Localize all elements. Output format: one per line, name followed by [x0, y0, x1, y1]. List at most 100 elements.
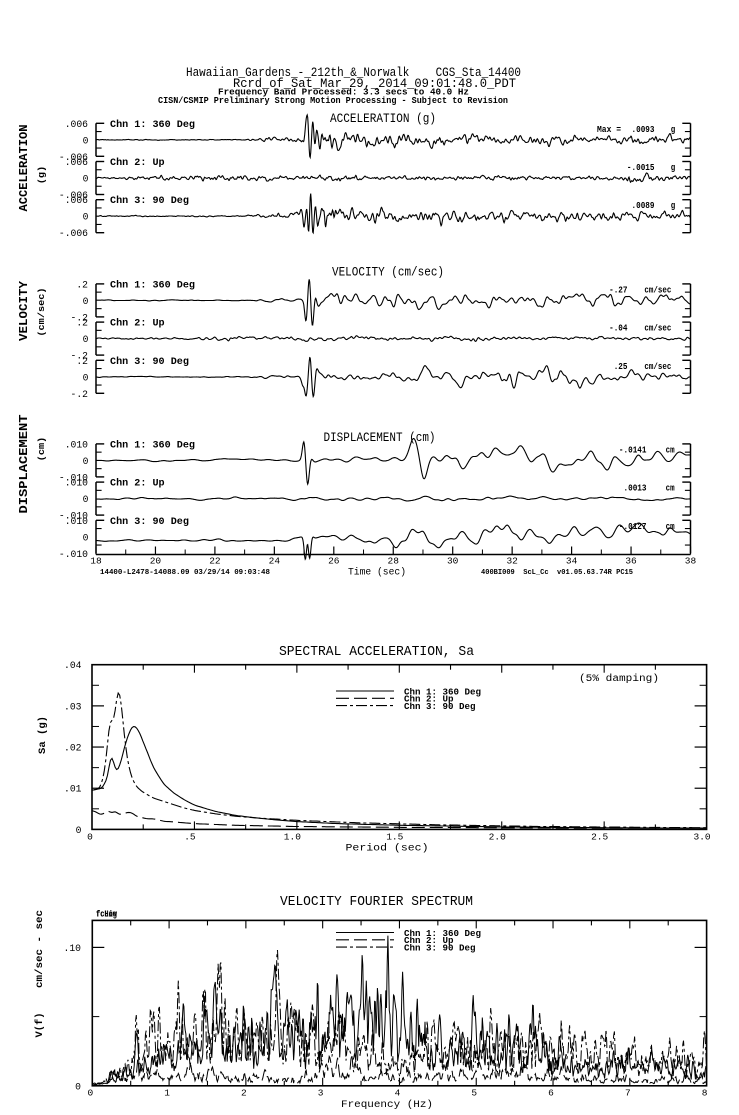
svg-text:cm/sec: cm/sec [644, 285, 671, 295]
svg-text:0: 0 [83, 296, 89, 307]
svg-text:fcHig: fcHig [96, 910, 117, 920]
svg-text:2.0: 2.0 [489, 832, 506, 843]
svg-text:0: 0 [83, 212, 89, 223]
svg-text:1: 1 [164, 1088, 170, 1099]
svg-text:Max =: Max = [597, 125, 621, 135]
svg-text:VELOCITY (cm/sec): VELOCITY (cm/sec) [332, 264, 444, 279]
svg-text:cm/sec: cm/sec [644, 324, 671, 334]
svg-text:0: 0 [87, 832, 93, 843]
svg-text:-.0127: -.0127 [619, 522, 647, 532]
svg-text:Chn 3: 90 Deg: Chn 3: 90 Deg [404, 702, 476, 712]
svg-text:Chn 1: 360 Deg: Chn 1: 360 Deg [404, 929, 481, 939]
svg-text:-.2: -.2 [71, 389, 89, 400]
svg-text:cm/sec: cm/sec [644, 362, 671, 372]
svg-text:.03: .03 [64, 701, 82, 712]
svg-text:3: 3 [318, 1088, 324, 1099]
svg-text:cm: cm [666, 445, 675, 455]
svg-text:Chn 2: Up: Chn 2: Up [110, 157, 165, 169]
svg-text:VELOCITY FOURIER SPECTRUM: VELOCITY FOURIER SPECTRUM [280, 894, 473, 910]
svg-text:.2: .2 [76, 356, 88, 367]
svg-text:Chn 1: 360 Deg: Chn 1: 360 Deg [110, 439, 195, 451]
svg-text:24: 24 [269, 556, 281, 567]
svg-text:.25: .25 [614, 362, 628, 372]
svg-text:.04: .04 [64, 660, 82, 671]
svg-text:28: 28 [388, 556, 400, 567]
svg-text:ACCELERATION (g): ACCELERATION (g) [330, 111, 436, 126]
svg-text:.006: .006 [65, 195, 88, 206]
svg-text:26: 26 [328, 556, 340, 567]
svg-text:0: 0 [83, 494, 89, 505]
svg-text:.006: .006 [65, 157, 88, 168]
svg-text:Chn 3: 90 Deg: Chn 3: 90 Deg [110, 195, 189, 207]
svg-text:(cm/sec): (cm/sec) [37, 287, 47, 336]
svg-text:34: 34 [566, 556, 578, 567]
svg-text:(cm): (cm) [37, 437, 47, 462]
svg-text:DISPLACEMENT: DISPLACEMENT [18, 414, 31, 513]
svg-text:Chn 3: 90 Deg: Chn 3: 90 Deg [110, 516, 189, 528]
svg-text:2.5: 2.5 [591, 832, 608, 843]
svg-text:4: 4 [395, 1088, 401, 1099]
svg-text:.006: .006 [65, 119, 88, 130]
svg-text:14400-L2478-14088.09 03/29/14: 14400-L2478-14088.09 03/29/14 09:03:48 [100, 569, 270, 577]
svg-text:Period (sec): Period (sec) [346, 843, 429, 855]
svg-text:400BI009 ScL_Cc v01.05.63.74: 400BI009 ScL_Cc v01.05.63.74R PC15 [481, 569, 633, 577]
svg-text:30: 30 [447, 556, 459, 567]
svg-text:0: 0 [83, 456, 89, 467]
svg-text:0: 0 [75, 1081, 81, 1092]
svg-text:0: 0 [83, 532, 89, 543]
svg-text:cm/sec - sec: cm/sec - sec [34, 910, 46, 988]
svg-text:5: 5 [471, 1088, 477, 1099]
svg-text:.0089: .0089 [632, 201, 655, 211]
svg-text:Chn 2: Up: Chn 2: Up [110, 478, 165, 490]
svg-text:-.006: -.006 [59, 152, 88, 163]
svg-text:(g): (g) [37, 166, 47, 184]
svg-text:1.0: 1.0 [284, 832, 301, 843]
svg-text:0: 0 [83, 372, 89, 383]
svg-text:.02: .02 [64, 743, 82, 754]
svg-text:Time (sec): Time (sec) [348, 567, 406, 579]
svg-text:2: 2 [241, 1088, 247, 1099]
svg-text:1.5: 1.5 [386, 832, 403, 843]
svg-text:-.010: -.010 [59, 549, 88, 560]
svg-text:20: 20 [150, 556, 162, 567]
svg-text:cm: cm [666, 484, 675, 494]
svg-text:.5: .5 [184, 832, 196, 843]
svg-text:-.010: -.010 [59, 472, 88, 483]
svg-text:Chn 1: 360 Deg: Chn 1: 360 Deg [110, 279, 195, 291]
svg-text:DISPLACEMENT (cm): DISPLACEMENT (cm) [324, 430, 436, 445]
svg-text:Hawaiian_Gardens_-_212th_&_Nor: Hawaiian_Gardens_-_212th_&_Norwalk CGS_S… [186, 65, 521, 80]
svg-text:V(f): V(f) [34, 1013, 46, 1038]
svg-text:VELOCITY: VELOCITY [18, 281, 31, 341]
svg-text:.010: .010 [65, 516, 88, 527]
svg-text:32: 32 [506, 556, 518, 567]
svg-text:-.2: -.2 [71, 312, 89, 323]
svg-text:Sa (g): Sa (g) [37, 716, 49, 754]
svg-text:7: 7 [625, 1088, 631, 1099]
svg-text:Rcrd_of_Sat_Mar_29,_2014_09:01: Rcrd_of_Sat_Mar_29,_2014_09:01:48.0_PDT [233, 76, 516, 91]
svg-text:CISN/CSMIP Preliminary Strong: CISN/CSMIP Preliminary Strong Motion Pro… [158, 96, 508, 106]
svg-text:g: g [671, 125, 676, 135]
svg-text:22: 22 [209, 556, 221, 567]
svg-text:-.2: -.2 [71, 351, 89, 362]
svg-text:8: 8 [702, 1088, 708, 1099]
svg-text:g: g [671, 201, 676, 211]
svg-text:18: 18 [90, 556, 102, 567]
svg-text:-.04: -.04 [609, 324, 628, 334]
svg-text:36: 36 [625, 556, 637, 567]
svg-text:-.006: -.006 [59, 190, 88, 201]
svg-text:Chn 2: Up: Chn 2: Up [110, 318, 165, 330]
svg-text:ACCELERATION: ACCELERATION [18, 124, 31, 211]
svg-text:.2: .2 [76, 279, 88, 290]
svg-text:Chn 2: Up: Chn 2: Up [404, 695, 454, 705]
svg-text:Frequency Band Processed: 3.3: Frequency Band Processed: 3.3 secs to 40… [218, 88, 469, 98]
svg-text:-.0015: -.0015 [627, 163, 655, 173]
svg-text:Chn 1: 360 Deg: Chn 1: 360 Deg [110, 119, 195, 131]
svg-text:.0013: .0013 [624, 484, 647, 494]
svg-text:.01: .01 [64, 784, 82, 795]
svg-text:0: 0 [83, 174, 89, 185]
svg-text:0: 0 [87, 1088, 93, 1099]
svg-text:.2: .2 [76, 318, 88, 329]
svg-text:cm: cm [666, 522, 675, 532]
svg-text:SPECTRAL ACCELERATION, Sa: SPECTRAL ACCELERATION, Sa [279, 644, 474, 660]
svg-text:38: 38 [685, 556, 697, 567]
